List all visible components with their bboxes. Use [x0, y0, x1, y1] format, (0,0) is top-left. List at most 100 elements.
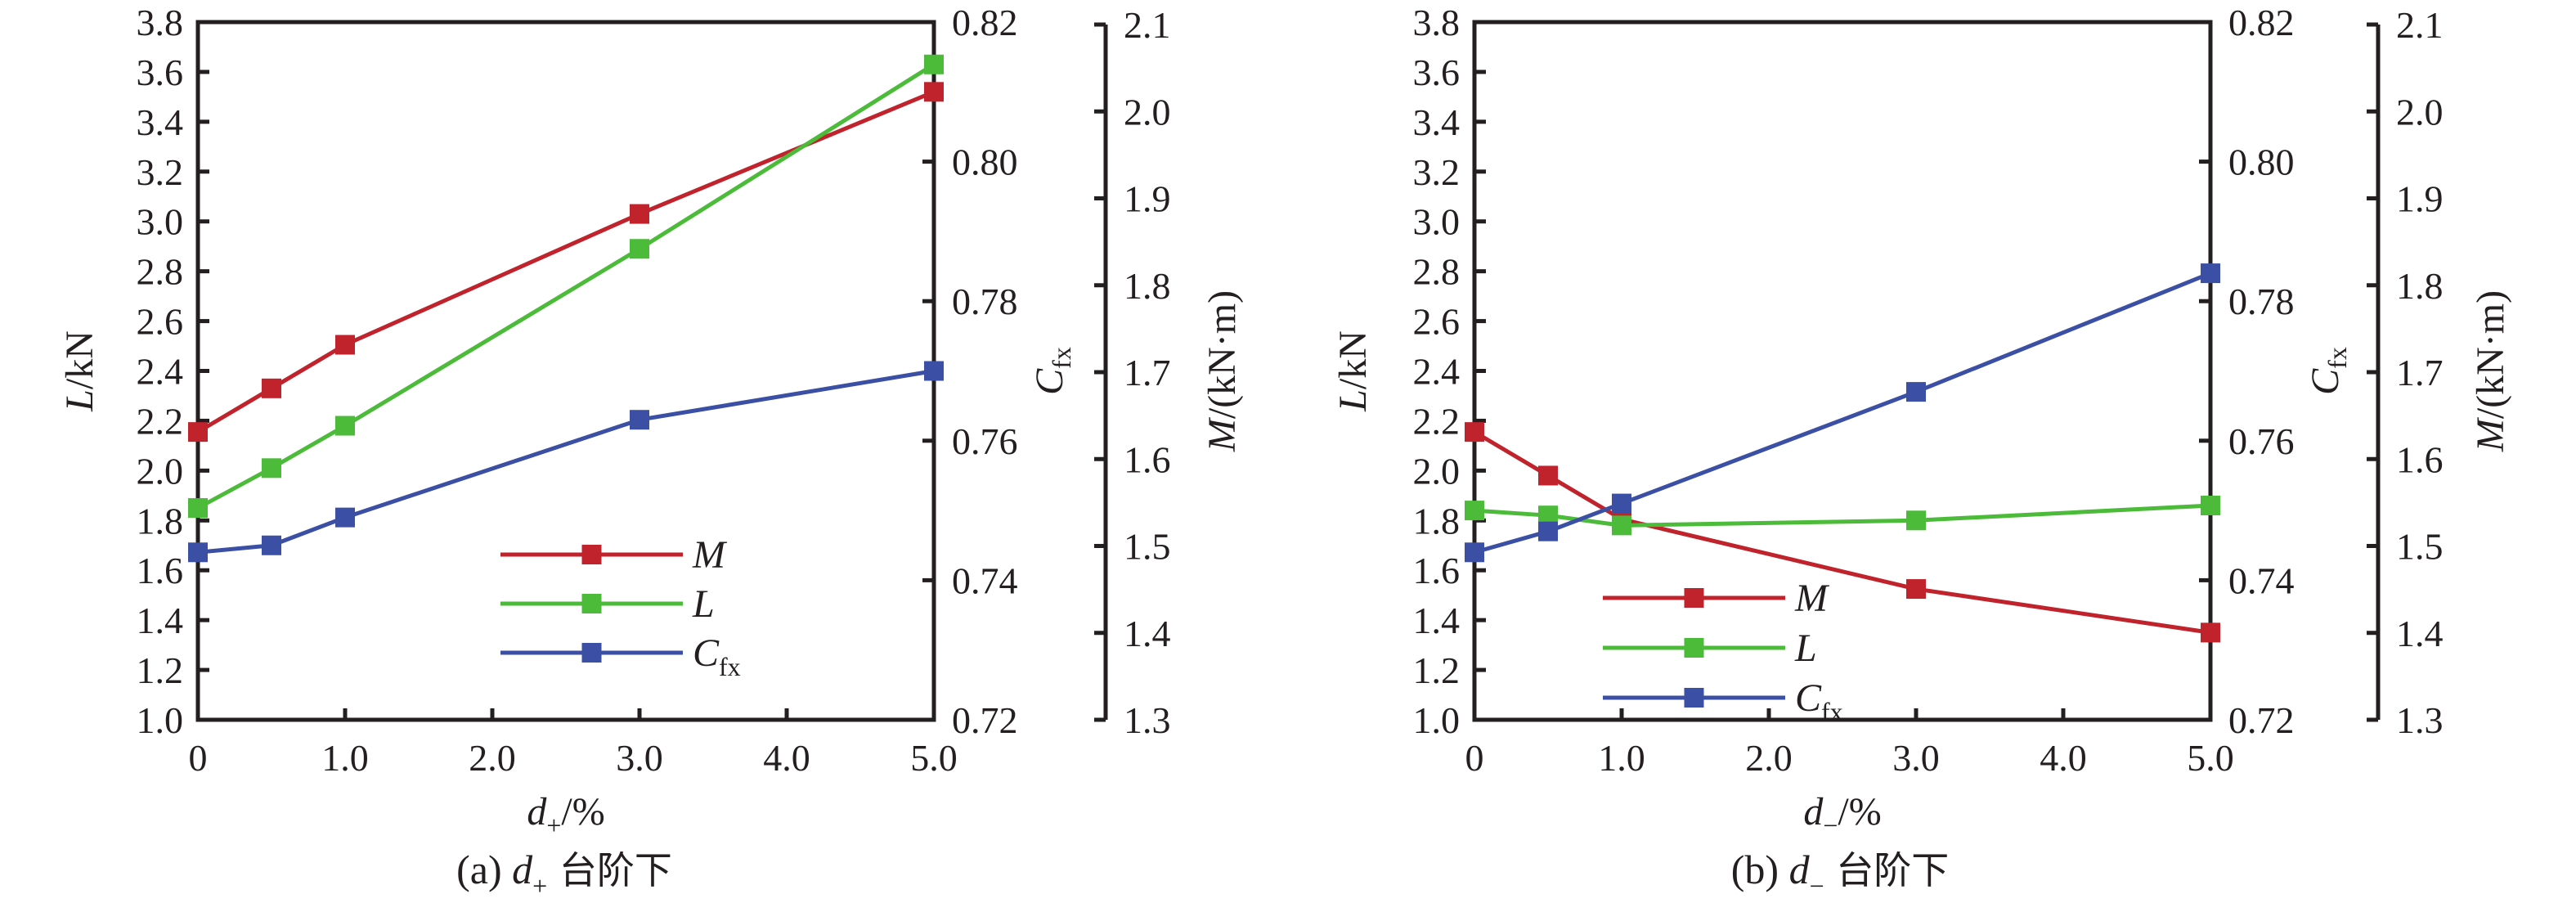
legend-label: L [692, 582, 715, 626]
y-left-tick-label: 2.2 [137, 400, 184, 442]
legend-marker [581, 643, 602, 663]
y-m-tick-label: 1.9 [2396, 178, 2444, 220]
series-line-L [196, 62, 936, 510]
data-point-Cfx [1906, 382, 1926, 402]
data-point-Cfx [262, 535, 281, 555]
y-m-tick-label: 1.8 [1124, 265, 1171, 307]
x-tick-label: 1.0 [1598, 737, 1645, 779]
y-cfx-tick-label: 0.82 [2228, 2, 2295, 43]
x-tick-label: 3.0 [616, 737, 663, 779]
y-left-tick-label: 2.8 [137, 251, 184, 293]
y-left-tick-label: 3.4 [137, 101, 184, 143]
y-left-tick-label: 3.2 [137, 151, 184, 193]
y-m-tick-label: 1.3 [1124, 699, 1171, 741]
axis-title-var: L [58, 389, 101, 412]
axis-title-subscript: fx [1047, 347, 1076, 369]
legend: ML Cfx [1603, 577, 1843, 726]
y-left-tick-label: 2.8 [1413, 251, 1461, 293]
y-m-tick-label: 1.7 [1124, 352, 1171, 393]
caption-var: d [1789, 847, 1811, 892]
y-cfx-tick-label: 0.78 [2228, 281, 2295, 322]
legend-item-L: L [500, 582, 715, 626]
y-left-tick-label: 3.8 [1413, 2, 1461, 43]
axis-title-unit: /(kN·m) [2469, 290, 2512, 419]
series-Cfx [188, 361, 944, 563]
y-m-tick-label: 1.9 [1124, 178, 1171, 220]
x-axis-title: d−/% [1803, 790, 1881, 840]
data-point-M [630, 204, 649, 224]
axis-title-var: C [2304, 368, 2347, 395]
y-left-tick-label: 1.0 [137, 699, 184, 741]
x-tick-label: 4.0 [2040, 737, 2087, 779]
x-tick-label: 5.0 [2187, 737, 2234, 779]
y-m-tick-label: 2.0 [1124, 91, 1171, 133]
y-left-tick-label: 1.8 [137, 500, 184, 541]
series-M [1465, 422, 2220, 643]
y-cfx-tick-label: 0.76 [952, 420, 1018, 462]
data-point-M [262, 378, 281, 398]
y-left-tick-label: 2.6 [1413, 301, 1461, 343]
series-L [1465, 496, 2220, 536]
data-point-M [1465, 422, 1484, 443]
data-point-L [2201, 496, 2220, 516]
axis-title-var: d [1803, 790, 1824, 833]
y-m-tick-label: 1.3 [2396, 699, 2444, 741]
axis-title-var: M [1200, 416, 1244, 452]
data-point-M [188, 422, 208, 443]
axis-title-unit: /(kN·m) [1200, 290, 1244, 419]
y-m-axis-title: M/(kN·m) [1200, 290, 1244, 452]
series-Cfx [1465, 263, 2220, 563]
axis-title-subscript: − [1823, 811, 1838, 840]
legend-marker [1684, 588, 1704, 608]
legend-label-var: M [1794, 577, 1830, 620]
x-axis-title: d+/% [527, 790, 604, 840]
y-left-tick-label: 3.0 [1413, 201, 1461, 243]
y-left-tick-label: 1.4 [137, 600, 184, 641]
caption-prefix: (a) [456, 847, 512, 892]
series-line-M [196, 89, 935, 434]
caption-subscript: + [532, 871, 547, 901]
y-m-tick-label: 1.7 [2396, 352, 2444, 393]
y-left-tick-label: 3.0 [137, 201, 184, 243]
legend-item-Cfx: Cfx [1603, 676, 1843, 726]
y-left-tick-label: 3.2 [1413, 151, 1461, 193]
y-left-axis-title: L/kN [58, 330, 101, 412]
x-tick-label: 5.0 [910, 737, 958, 779]
y-m-tick-label: 1.4 [2396, 613, 2444, 654]
y-cfx-tick-label: 0.78 [952, 281, 1018, 322]
axis-title-var: d [527, 790, 547, 833]
y-left-tick-label: 2.0 [137, 450, 184, 492]
caption-text: 台阶下 [547, 848, 672, 892]
axis-title-unit: /kN [58, 330, 101, 389]
y-left-tick-label: 3.4 [1413, 101, 1461, 143]
y-left-axis-title: L/kN [1331, 330, 1375, 412]
y-left-tick-label: 1.8 [1413, 500, 1461, 541]
legend-marker [581, 594, 602, 613]
legend-label-subscript: fx [1821, 697, 1843, 726]
data-point-L [262, 458, 281, 478]
y-m-tick-label: 2.1 [2396, 4, 2444, 46]
x-tick-label: 4.0 [763, 737, 810, 779]
legend-item-M: M [1603, 577, 1830, 620]
y-cfx-axis-title: Cfx [1028, 347, 1076, 395]
axis-title-var: M [2469, 416, 2512, 452]
data-point-L [1612, 515, 1631, 536]
x-tick-label: 3.0 [1892, 737, 1940, 779]
legend-marker [1684, 688, 1704, 708]
x-tick-label: 2.0 [1745, 737, 1793, 779]
data-point-M [1906, 579, 1926, 600]
axis-title-unit: /kN [1331, 330, 1375, 389]
y-cfx-axis-title: Cfx [2304, 347, 2352, 395]
y-left-tick-label: 1.4 [1413, 600, 1461, 641]
data-point-Cfx [630, 410, 649, 430]
legend-label: L [1794, 627, 1817, 670]
y-m-tick-label: 1.4 [1124, 613, 1171, 654]
data-point-Cfx [924, 361, 944, 381]
legend-item-L: L [1603, 627, 1817, 670]
y-left-tick-label: 2.0 [1413, 450, 1461, 492]
y-left-tick-label: 2.4 [137, 351, 184, 393]
y-left-tick-label: 2.2 [1413, 400, 1461, 442]
chart-panel-b: 1.0 1.2 1.4 1.6 1.8 2.0 2.2 2.4 2.6 2.8 3.0 3.2 3.4 3… [1331, 2, 2512, 901]
chart-panel-a: 1.0 1.2 1.4 1.6 1.8 2.0 2.2 2.4 2.6 2.8 3.0 3.2 3.4 3… [58, 2, 1244, 901]
